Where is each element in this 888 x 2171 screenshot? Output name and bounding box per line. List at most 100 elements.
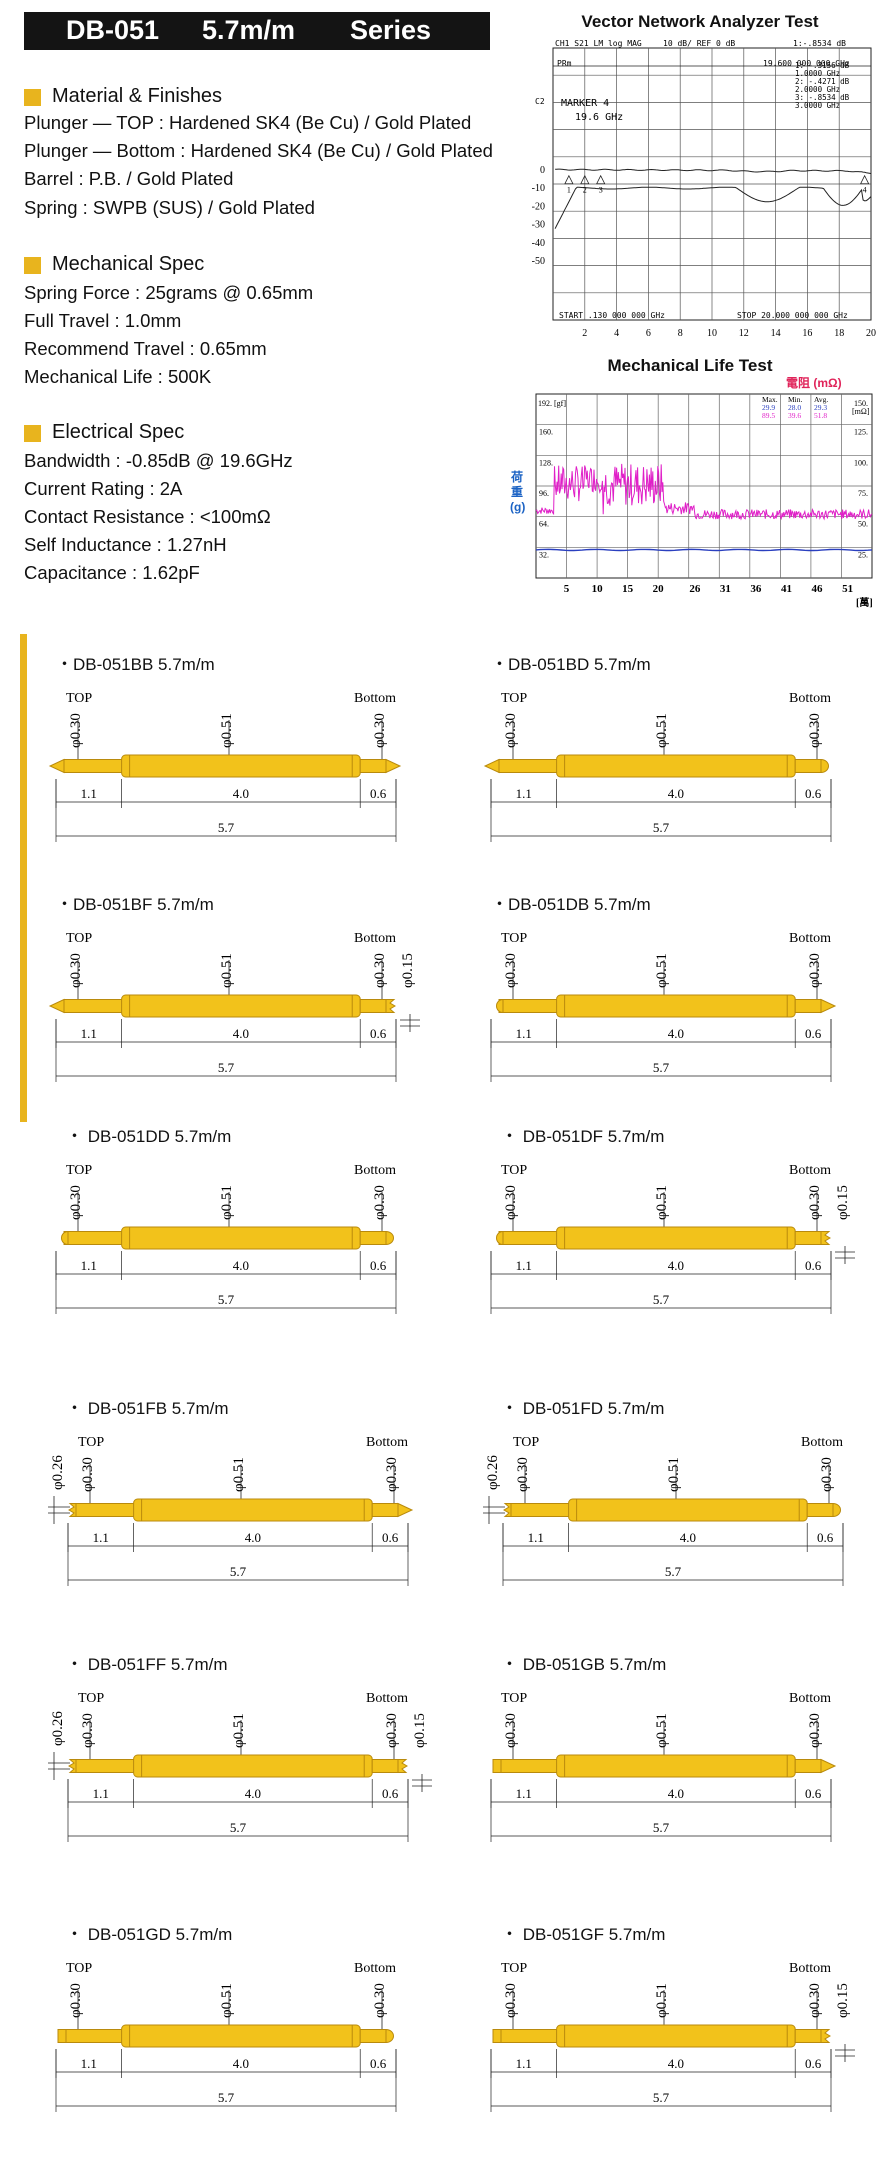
top-length-label: 1.1 [93, 1530, 109, 1545]
svg-text:2: 2 [583, 186, 587, 195]
top-tip [61, 1230, 69, 1246]
life-right-tick: 25. [858, 550, 868, 559]
barrel-diameter-label: φ0.51 [666, 1457, 682, 1492]
vna-y-tick: -20 [532, 201, 545, 212]
life-stat-res: 39.6 [788, 411, 801, 420]
top-length-label: 1.1 [516, 1786, 532, 1801]
bottom-length-label: 0.6 [370, 1258, 387, 1273]
bottom-diameter-label: φ0.30 [372, 1983, 388, 2018]
series-title-bar: DB-051 5.7m/m Series [24, 12, 490, 50]
probe-title: ・ DB-051GD 5.7m/m [66, 1925, 233, 1944]
barrel-diameter-label: φ0.51 [231, 1457, 247, 1492]
probe-body [510, 1498, 834, 1522]
bottom-diameter-label: φ0.30 [372, 713, 388, 748]
top-tip [483, 758, 500, 774]
total-length-label: 5.7 [230, 1820, 247, 1835]
vna-trace-line-2 [554, 186, 872, 229]
top-tip [48, 758, 65, 774]
life-x-tick: 51 [842, 583, 853, 595]
top-length-label: 1.1 [81, 786, 97, 801]
vna-plot: CH1 S21 LM log MAG 10 dB/ REF 0 dB 1:-.8… [532, 40, 876, 339]
dimension-lines [55, 1019, 397, 1082]
probe-body [63, 994, 387, 1018]
model-length: 5.7m/m [202, 15, 296, 45]
life-x-tick: 36 [750, 583, 762, 595]
life-left-tick: 160. [539, 428, 553, 437]
bottom-f-tip-diameter-label: φ0.15 [412, 1713, 428, 1748]
vna-trace-line [555, 168, 872, 175]
top-diameter-label: φ0.30 [80, 1713, 96, 1748]
vna-x-tick: 18 [834, 328, 844, 339]
probe-body [498, 994, 822, 1018]
total-length-label: 5.7 [230, 1564, 247, 1579]
barrel-diameter-label: φ0.51 [219, 1185, 235, 1220]
svg-text:1: 1 [567, 186, 571, 195]
vna-readout: 2.0000 GHz [795, 85, 840, 94]
top-length-label: 1.1 [516, 2056, 532, 2071]
probe-title: ・ DB-051GB 5.7m/m [501, 1655, 667, 1674]
vna-header-right-value: 19.600 000 000 GHz [763, 59, 850, 68]
bottom-label: Bottom [366, 1691, 408, 1706]
electrical-line: Current Rating : 2A [24, 478, 183, 499]
probe-body [498, 1226, 822, 1250]
top-diameter-label: φ0.30 [503, 1983, 519, 2018]
probe-diagram: TOP Bottom φ0.30 φ0.51 φ0.30 1.1 4.0 0.6 5.7 [490, 1691, 837, 1842]
barrel-length-label: 4.0 [680, 1530, 696, 1545]
bottom-tip [385, 1230, 394, 1246]
life-x-tick: 5 [564, 583, 570, 595]
top-length-label: 1.1 [528, 1530, 544, 1545]
material-line: Spring : SWPB (SUS) / Gold Plated [24, 197, 315, 218]
vna-header-right: 1:-.8534 dB [793, 40, 846, 48]
bottom-length-label: 0.6 [805, 2056, 822, 2071]
mechanical-line: Mechanical Life : 500K [24, 366, 212, 387]
top-diameter-label: φ0.30 [515, 1457, 531, 1492]
probe-diagram: TOP Bottom φ0.30 φ0.51 φ0.30 1.1 4.0 0.6 5.7 [55, 1961, 397, 2112]
barrel-diameter-label: φ0.51 [654, 1713, 670, 1748]
top-label: TOP [78, 1435, 104, 1450]
model-name: DB-051 [66, 15, 160, 45]
probe-body [498, 1754, 822, 1778]
mechanical-heading: Mechanical Spec [24, 252, 354, 278]
bottom-diameter-label: φ0.30 [807, 953, 823, 988]
vna-readout: 1: -.3156 dB [795, 61, 850, 70]
probe-body [498, 2024, 822, 2048]
top-tip [496, 998, 504, 1014]
life-right-tick: 150. [854, 399, 868, 408]
bottom-label: Bottom [789, 1163, 831, 1178]
top-tip [496, 1230, 504, 1246]
top-label: TOP [66, 931, 92, 946]
bottom-tip [385, 758, 402, 774]
bottom-length-label: 0.6 [370, 1026, 387, 1041]
top-crown-diameter-label: φ0.26 [50, 1455, 66, 1490]
dimension-lines [55, 1251, 397, 1314]
bottom-tip [820, 1231, 831, 1245]
bottom-diameter-label: φ0.30 [807, 1713, 823, 1748]
vna-x-tick: 20 [866, 328, 876, 339]
top-label: TOP [501, 1691, 527, 1706]
probe-title: ・ DB-051FD 5.7m/m [501, 1399, 665, 1418]
probe-body [63, 754, 387, 778]
bottom-f-tip-diameter-label: φ0.15 [400, 953, 416, 988]
series-label: Series [350, 15, 432, 45]
vna-c2-label: C2 [535, 97, 545, 106]
life-x-unit: [萬] [856, 596, 873, 609]
bottom-diameter-label: φ0.30 [819, 1457, 835, 1492]
vna-start-label: START .130 000 000 GHz [559, 311, 665, 320]
bottom-length-label: 0.6 [817, 1530, 834, 1545]
vna-readout: 3.0000 GHz [795, 101, 840, 110]
probe-body [498, 754, 822, 778]
electrical-line: Self Inductance : 1.27nH [24, 534, 227, 555]
vna-x-tick: 12 [739, 328, 749, 339]
bottom-tip [385, 999, 396, 1013]
svg-text:3: 3 [599, 186, 603, 195]
mechanical-line: Spring Force : 25grams @ 0.65mm [24, 282, 314, 303]
barrel-length-label: 4.0 [233, 786, 249, 801]
bottom-label: Bottom [789, 691, 831, 706]
life-stat-header: Min. [788, 395, 803, 404]
barrel-length-label: 4.0 [245, 1530, 261, 1545]
bottom-tip [820, 998, 837, 1014]
vna-x-tick: 8 [678, 328, 683, 339]
life-left-tick: 64. [539, 520, 549, 529]
barrel-diameter-label: φ0.51 [654, 953, 670, 988]
life-stat-force: 29.9 [762, 403, 775, 412]
